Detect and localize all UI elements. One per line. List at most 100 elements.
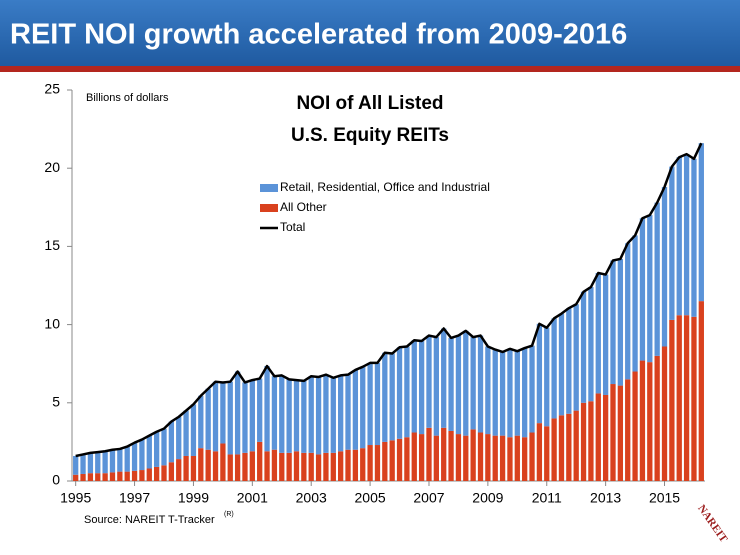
bar <box>190 455 197 481</box>
bar <box>80 454 86 474</box>
bar <box>676 315 682 481</box>
bar <box>124 471 130 481</box>
legend-label: Total <box>280 220 305 234</box>
bar <box>455 335 462 435</box>
bar <box>683 315 690 481</box>
slide-title: REIT NOI growth accelerated from 2009-20… <box>10 19 627 51</box>
bar <box>212 381 219 452</box>
bar <box>315 454 322 481</box>
bar <box>610 384 616 481</box>
bar <box>360 448 366 481</box>
x-tick-label: 2001 <box>237 490 268 506</box>
bar <box>389 440 395 481</box>
bar <box>198 448 204 481</box>
bar <box>117 471 123 481</box>
bar <box>441 328 447 428</box>
bar <box>352 449 359 481</box>
bar <box>499 435 506 481</box>
bar <box>698 301 704 481</box>
bar <box>617 385 624 481</box>
bar <box>374 362 381 446</box>
y-tick-label: 15 <box>44 237 60 253</box>
bar <box>396 438 403 481</box>
source-mark: (R) <box>224 511 234 518</box>
x-tick-label: 2007 <box>413 490 444 506</box>
bar <box>109 472 116 481</box>
x-tick-label: 2003 <box>296 490 327 506</box>
bar <box>411 432 417 481</box>
bar <box>632 235 638 372</box>
bar <box>588 401 594 481</box>
bar <box>558 415 565 481</box>
bar <box>433 435 439 481</box>
bar <box>220 443 226 481</box>
bar <box>257 378 263 442</box>
bar <box>426 335 432 428</box>
bar <box>529 432 535 481</box>
bar <box>139 439 145 471</box>
bar <box>279 375 285 453</box>
bar <box>632 371 638 481</box>
bar <box>360 366 366 449</box>
bar <box>352 369 359 450</box>
bar <box>308 376 314 453</box>
bar <box>190 404 197 456</box>
x-tick-label: 1999 <box>178 490 209 506</box>
bar <box>124 446 130 472</box>
bar <box>315 376 322 455</box>
bar <box>257 441 263 481</box>
bar <box>95 452 101 474</box>
bar <box>271 376 278 450</box>
bar <box>146 468 152 481</box>
legend-label: Retail, Residential, Office and Industri… <box>280 180 490 194</box>
bar <box>323 452 329 481</box>
bar <box>558 313 565 416</box>
bar <box>661 186 668 347</box>
bar <box>441 427 447 481</box>
bar <box>389 353 395 441</box>
legend-swatch <box>260 204 278 212</box>
bar <box>404 437 410 481</box>
bar <box>617 258 624 386</box>
bar <box>153 466 160 481</box>
bar <box>198 395 204 449</box>
bar <box>507 437 513 481</box>
bar <box>499 351 506 436</box>
bar <box>647 362 653 481</box>
bar <box>433 337 439 436</box>
bar <box>117 448 123 472</box>
bar <box>146 435 152 469</box>
bar <box>168 462 175 481</box>
bar <box>588 287 594 402</box>
bar <box>264 366 270 452</box>
bar <box>176 416 182 460</box>
bar <box>345 449 351 481</box>
bar <box>382 352 388 442</box>
x-tick-label: 2011 <box>532 490 562 506</box>
bar <box>448 337 454 431</box>
bar <box>323 374 329 453</box>
bar <box>418 341 425 435</box>
bar <box>463 330 469 436</box>
bar <box>367 362 373 446</box>
bar <box>676 157 682 316</box>
logo: NAREIT <box>695 503 730 545</box>
bar <box>455 434 462 481</box>
bar <box>544 426 550 481</box>
bar <box>367 445 373 481</box>
bar <box>161 465 167 481</box>
bar <box>470 429 476 481</box>
bar <box>131 470 138 481</box>
bar <box>669 166 675 320</box>
bar <box>661 346 668 481</box>
bar <box>205 388 211 450</box>
bar <box>264 451 270 481</box>
bar <box>102 451 108 474</box>
bar <box>183 410 189 456</box>
bar <box>536 423 543 481</box>
bar <box>73 455 79 475</box>
y-axis-label: Billions of dollars <box>86 92 169 104</box>
bar <box>573 304 579 411</box>
bar <box>625 243 631 380</box>
